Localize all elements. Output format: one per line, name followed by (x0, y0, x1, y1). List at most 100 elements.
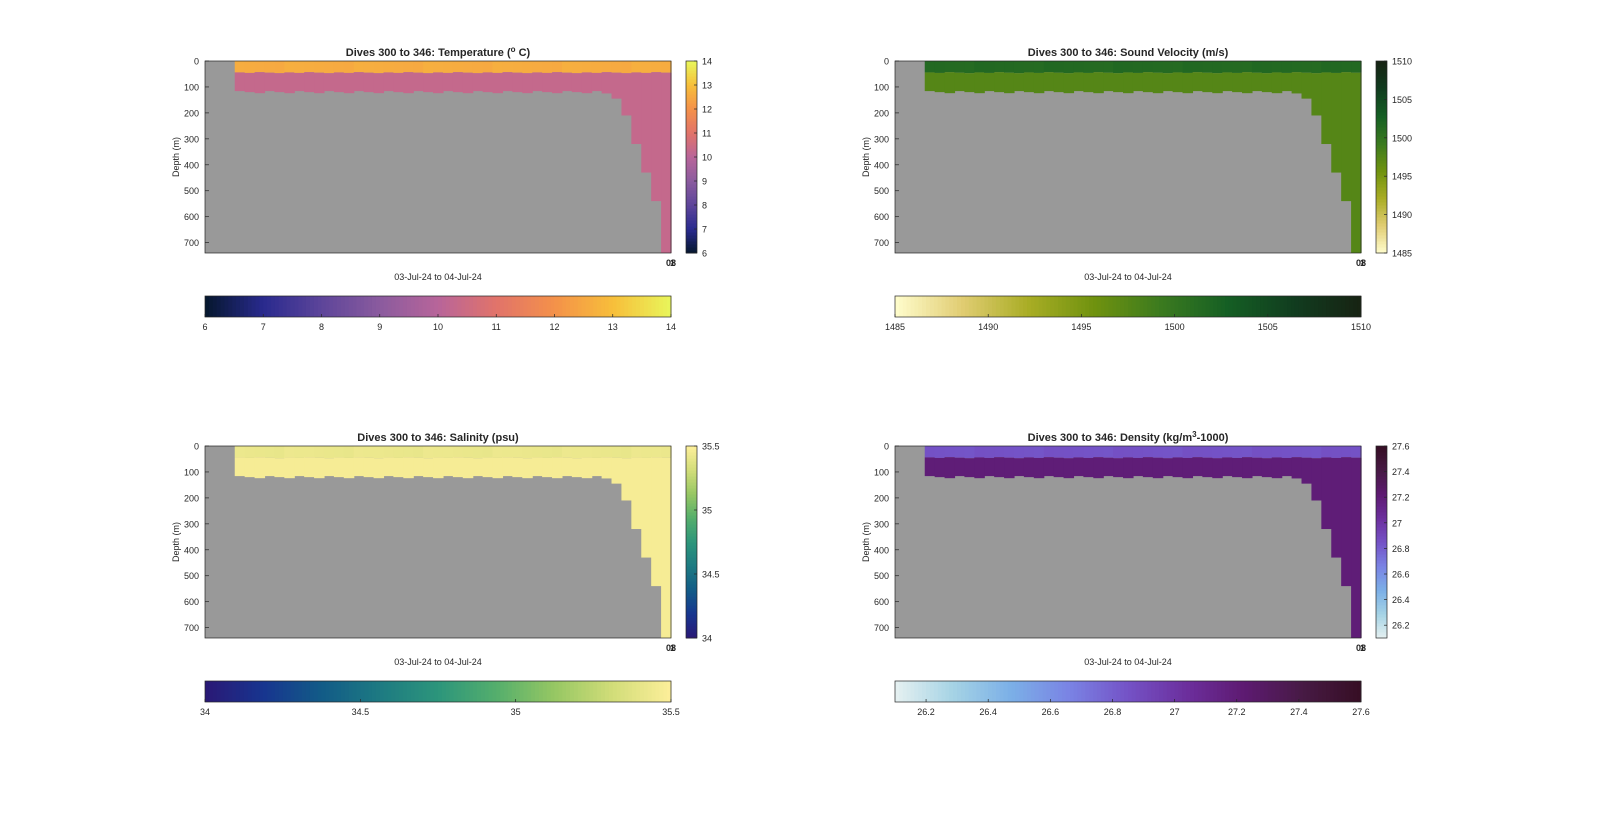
colorbar-swatch (523, 681, 528, 702)
colorbar-swatch (1287, 296, 1292, 317)
heatmap-cell-surface (1212, 61, 1223, 74)
colorbar-swatch (1236, 296, 1242, 317)
colorbar-swatch (604, 296, 610, 317)
heatmap-cell-lower (1351, 72, 1362, 254)
colorbar-swatch (914, 681, 919, 702)
y-tick-label: 600 (184, 212, 199, 222)
colorbar-swatch (686, 70, 697, 74)
colorbar-swatch (333, 296, 338, 317)
colorbar-swatch (298, 296, 303, 317)
heatmap-cell-lower (964, 458, 975, 478)
colorbar-swatch (1194, 296, 1199, 317)
colorbar-swatch (686, 485, 697, 489)
horizontal-colorbar-tick-label: 12 (549, 322, 559, 332)
heatmap-cell-surface (1033, 446, 1045, 458)
colorbar-swatch (1376, 590, 1387, 594)
colorbar-swatch (1065, 296, 1071, 317)
colorbar-swatch (1306, 681, 1312, 702)
horizontal-colorbar-tick-label: 10 (433, 322, 443, 332)
heatmap-cell-lower (522, 458, 533, 479)
heatmap-cell-surface (264, 446, 275, 458)
colorbar-swatch (1201, 296, 1207, 317)
x-axis-label: 03-Jul-24 to 04-Jul-24 (394, 657, 482, 667)
colorbar-swatch (1100, 681, 1106, 702)
colorbar-swatch (274, 296, 280, 317)
colorbar-swatch (566, 681, 571, 702)
heatmap-cell-surface (651, 61, 662, 73)
heatmap-cell-lower (571, 73, 583, 93)
colorbar-swatch (1376, 214, 1387, 218)
heatmap-cell-surface (631, 446, 642, 458)
horizontal-colorbar-tick-label: 1485 (885, 322, 905, 332)
heatmap-cell-surface (552, 61, 563, 73)
horizontal-colorbar-box (204, 680, 672, 703)
heatmap-cell-lower (304, 457, 315, 478)
colorbar-swatch (1376, 220, 1387, 224)
heatmap-cell-surface (1291, 446, 1303, 458)
colorbar-swatch (1376, 199, 1387, 203)
heatmap-cell-surface (1271, 61, 1283, 73)
horizontal-colorbar-tick-label: 27.4 (1290, 707, 1308, 717)
colorbar-swatch (1174, 296, 1179, 317)
colorbar-swatch (686, 97, 697, 101)
colorbar-swatch (1003, 296, 1009, 317)
colorbar-swatch (1217, 681, 1222, 702)
colorbar-swatch (426, 296, 431, 317)
heatmap-cell-surface (1142, 446, 1154, 458)
colorbar-swatch (1376, 187, 1387, 191)
colorbar-swatch (686, 148, 697, 152)
heatmap-cell-surface (1053, 61, 1065, 73)
heatmap-cell-lower (621, 73, 632, 116)
colorbar-swatch (1376, 163, 1387, 167)
heatmap-cell-surface (1351, 61, 1362, 73)
colorbar-swatch (1190, 296, 1195, 317)
colorbar-tick-label: 26.6 (1392, 570, 1410, 580)
colorbar-swatch (663, 296, 668, 317)
y-tick-label: 700 (184, 623, 199, 633)
colorbar-swatch (531, 296, 536, 317)
colorbar-swatch (1143, 296, 1148, 317)
colorbar-swatch (632, 296, 637, 317)
colorbar-swatch (1260, 296, 1265, 317)
heatmap-cell-surface (1013, 446, 1025, 459)
colorbar-swatch (1197, 681, 1203, 702)
colorbar-swatch (573, 296, 579, 317)
heatmap-cell-lower (254, 72, 266, 94)
heatmap-cell-lower (984, 457, 995, 477)
colorbar-swatch (1019, 296, 1024, 317)
horizontal-colorbar-tick-label: 26.8 (1104, 707, 1122, 717)
colorbar-swatch (278, 681, 284, 702)
heatmap-cell-lower (1301, 72, 1313, 99)
colorbar-swatch (247, 296, 253, 317)
colorbar-swatch (686, 184, 697, 188)
y-axis-label: Depth (m) (171, 522, 181, 562)
colorbar-swatch (1128, 296, 1133, 317)
colorbar-swatch (325, 296, 330, 317)
horizontal-colorbar-tick-label: 1495 (1071, 322, 1091, 332)
horizontal-colorbar (895, 296, 1362, 317)
colorbar-swatch (500, 681, 505, 702)
colorbar-swatch (1190, 681, 1195, 702)
colorbar-swatch (441, 296, 447, 317)
heatmap-cell-lower (343, 457, 355, 479)
heatmap-cell-surface (1341, 446, 1352, 458)
colorbar-swatch (1376, 587, 1387, 591)
heatmap-cell-lower (462, 72, 474, 94)
heatmap-cell-surface (393, 61, 404, 73)
colorbar-swatch (686, 202, 697, 206)
colorbar-swatch (639, 296, 645, 317)
colorbar-swatch (686, 629, 697, 633)
colorbar-swatch (1279, 681, 1284, 702)
colorbar-swatch (686, 193, 697, 197)
colorbar-swatch (236, 296, 241, 317)
heatmap-cell-lower (1172, 72, 1184, 93)
axes-box (204, 60, 672, 254)
colorbar-tick-label: 12 (702, 105, 712, 115)
colorbar-swatch (1228, 296, 1234, 317)
colorbar-swatch (655, 681, 660, 702)
colorbar-swatch (399, 681, 404, 702)
colorbar-swatch (546, 296, 552, 317)
heatmap-cell-lower (363, 457, 375, 478)
heatmap-cell-lower (1321, 457, 1332, 530)
heatmap-cell-lower (1232, 457, 1243, 478)
